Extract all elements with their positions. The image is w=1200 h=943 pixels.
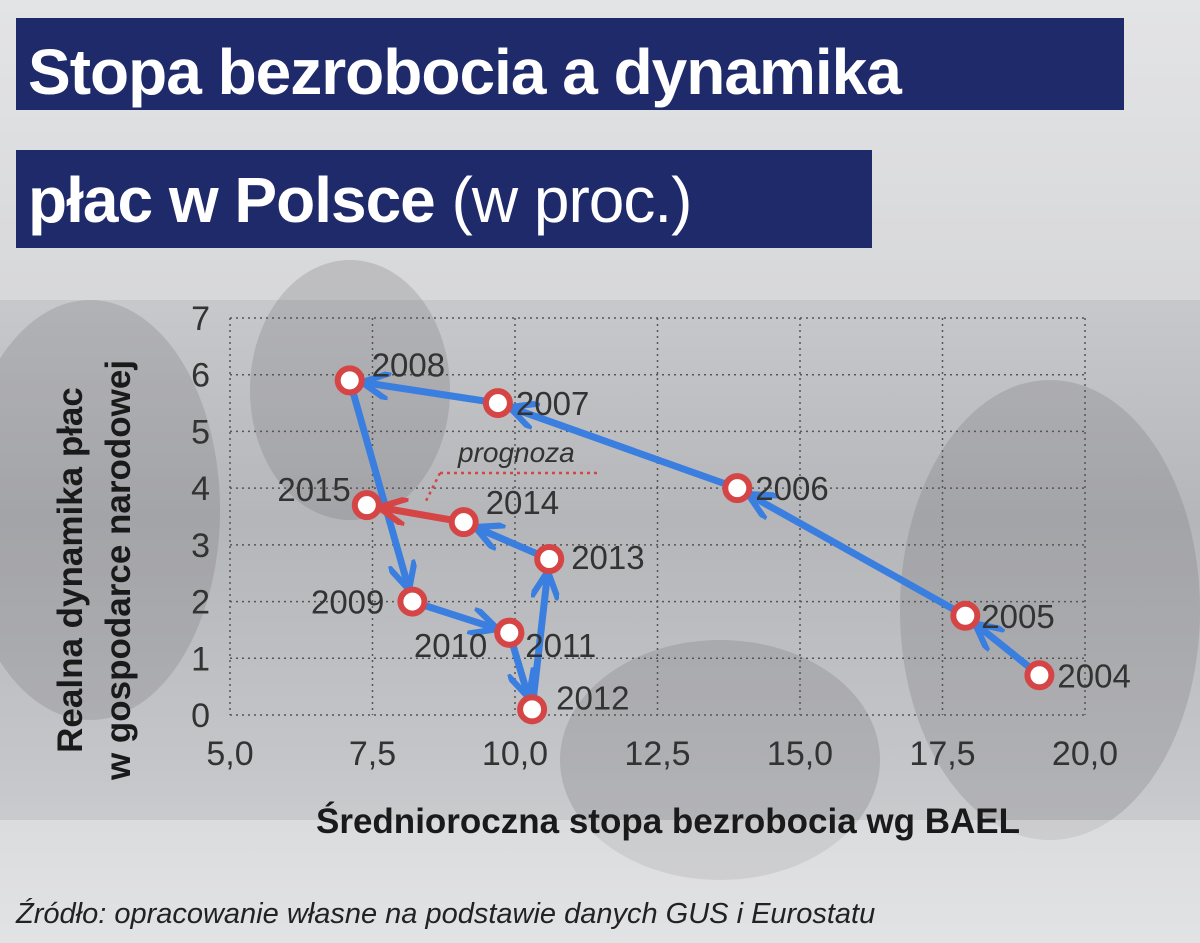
chart-title-line1: Stopa bezrobocia a dynamika	[16, 18, 1124, 110]
data-point	[334, 365, 365, 396]
y-tick-label: 5	[191, 413, 210, 451]
trend-arrow	[750, 495, 959, 614]
y-tick-label: 7	[191, 300, 210, 338]
data-point	[448, 507, 479, 538]
data-point-label: 2006	[755, 470, 828, 507]
chart-title-line2: płac w Polsce (w proc.)	[16, 150, 872, 248]
y-tick-label: 3	[191, 527, 210, 565]
y-axis-title-line1: Realna dynamika płac	[51, 387, 90, 753]
x-tick-label: 7,5	[349, 735, 396, 773]
data-point-label: 2005	[981, 598, 1054, 635]
source-note: Źródło: opracowanie własne na podstawie …	[16, 898, 876, 930]
y-tick-label: 2	[191, 584, 210, 622]
trend-arrow	[477, 528, 542, 558]
x-tick-label: 10,0	[482, 735, 548, 773]
data-point-label: 2014	[486, 484, 559, 521]
trend-arrow	[513, 640, 528, 695]
chart-title-unit: (w proc.)	[451, 164, 693, 236]
trend-arrow	[529, 574, 547, 701]
trend-arrow	[977, 625, 1034, 672]
background-figure	[0, 300, 220, 720]
data-point	[482, 388, 513, 419]
background-figure	[560, 640, 880, 880]
y-axis-title-line2: w gospodarce narodowej	[99, 360, 138, 781]
data-point	[517, 694, 548, 725]
background-light-area	[0, 820, 1200, 943]
y-tick-label: 1	[191, 640, 210, 678]
y-tick-label: 6	[191, 357, 210, 395]
data-point-label: 2004	[1057, 657, 1130, 694]
data-point	[494, 617, 525, 648]
trend-arrow	[365, 383, 490, 405]
data-point-label: 2010	[414, 627, 487, 664]
data-point-label: 2007	[516, 385, 589, 422]
data-point	[950, 600, 981, 631]
data-point-label: 2015	[277, 471, 350, 508]
data-point-label: 2009	[311, 584, 384, 621]
forecast-label: prognoza	[457, 437, 575, 468]
data-point-label: 2012	[556, 679, 629, 716]
chart-grid	[229, 317, 1086, 716]
x-tick-label: 17,5	[909, 735, 975, 773]
forecast-pointer	[423, 472, 442, 504]
data-point	[351, 490, 382, 521]
chart-arrows	[349, 383, 1034, 701]
chart-axes: 5,0 7,5 10,0 12,5 15,0 17,5 20,0 0 1 2 3 4 5 6 7	[191, 300, 1118, 773]
y-tick-label: 0	[191, 697, 210, 735]
data-point	[534, 544, 565, 575]
forecast-arrow	[382, 508, 456, 520]
trend-arrow	[349, 388, 408, 587]
x-tick-label: 20,0	[1052, 735, 1118, 773]
chart-title-text-1: Stopa bezrobocia a dynamika	[28, 36, 902, 108]
trend-arrow	[512, 408, 730, 488]
data-point	[722, 473, 753, 504]
data-point-label: 2011	[525, 627, 596, 664]
x-tick-label: 12,5	[624, 735, 690, 773]
data-point-label: 2013	[571, 539, 644, 576]
data-point	[1024, 660, 1055, 691]
chart-title-text-2: płac w Polsce	[28, 164, 436, 236]
y-tick-label: 4	[191, 470, 210, 508]
x-tick-label: 5,0	[206, 735, 253, 773]
data-point	[397, 586, 428, 617]
x-tick-label: 15,0	[767, 735, 833, 773]
data-point-label: 2008	[372, 346, 445, 383]
chart-points	[334, 365, 1055, 725]
trend-arrow	[420, 601, 495, 628]
x-axis-title: Średnioroczna stopa bezrobocia wg BAEL	[316, 801, 1020, 841]
